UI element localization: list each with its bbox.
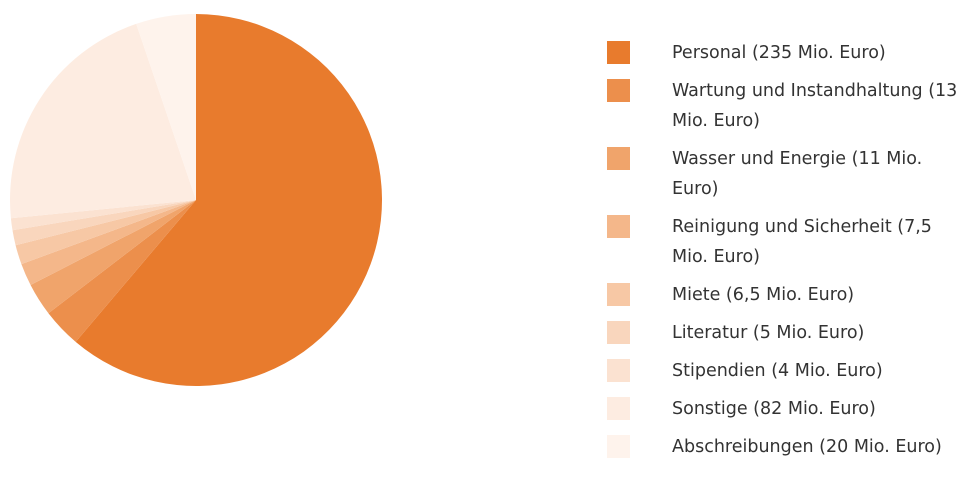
legend-label: Abschreibungen (20 Mio. Euro) [672,437,942,457]
pie [9,14,383,387]
pie-slice [12,200,196,246]
pie-slice [9,23,196,219]
legend-item: Miete (6,5 Mio. Euro) [607,280,967,310]
legend-label: Sonstige (82 Mio. Euro) [672,399,876,419]
legend-swatch [607,147,630,170]
legend: Personal (235 Mio. Euro) Wartung und Inst… [607,38,967,470]
legend-item: Sonstige (82 Mio. Euro) [607,394,967,424]
legend-swatch [607,283,630,306]
legend-item: Reinigung und Sicherheit (7,5 Mio. Euro) [607,212,967,272]
legend-item: Wasser und Energie (11 Mio. Euro) [607,144,967,204]
legend-swatch [607,321,630,344]
pie-slice [10,200,196,231]
legend-swatch [607,359,630,382]
pie-slice [15,200,196,265]
pie-slice [48,200,196,342]
pie-slice [30,200,196,314]
pie-slice [75,14,383,387]
legend-label: Reinigung und Sicherheit (7,5 Mio. Euro) [672,217,932,267]
legend-item: Stipendien (4 Mio. Euro) [607,356,967,386]
legend-label: Stipendien (4 Mio. Euro) [672,361,883,381]
legend-item: Abschreibungen (20 Mio. Euro) [607,432,967,462]
legend-item: Literatur (5 Mio. Euro) [607,318,967,348]
legend-swatch [607,79,630,102]
pie-slice [136,14,196,200]
legend-swatch [607,41,630,64]
legend-label: Miete (6,5 Mio. Euro) [672,285,855,305]
legend-label: Wartung und Instandhaltung (13 Mio. Euro… [672,81,958,131]
legend-label: Literatur (5 Mio. Euro) [672,323,865,343]
legend-label: Wasser und Energie (11 Mio. Euro) [672,149,923,199]
pie-slice [21,200,196,285]
legend-swatch [607,215,630,238]
legend-label: Personal (235 Mio. Euro) [672,43,886,63]
legend-swatch [607,397,630,420]
legend-item: Personal (235 Mio. Euro) [607,38,967,68]
legend-swatch [607,435,630,458]
legend-item: Wartung und Instandhaltung (13 Mio. Euro… [607,76,967,136]
